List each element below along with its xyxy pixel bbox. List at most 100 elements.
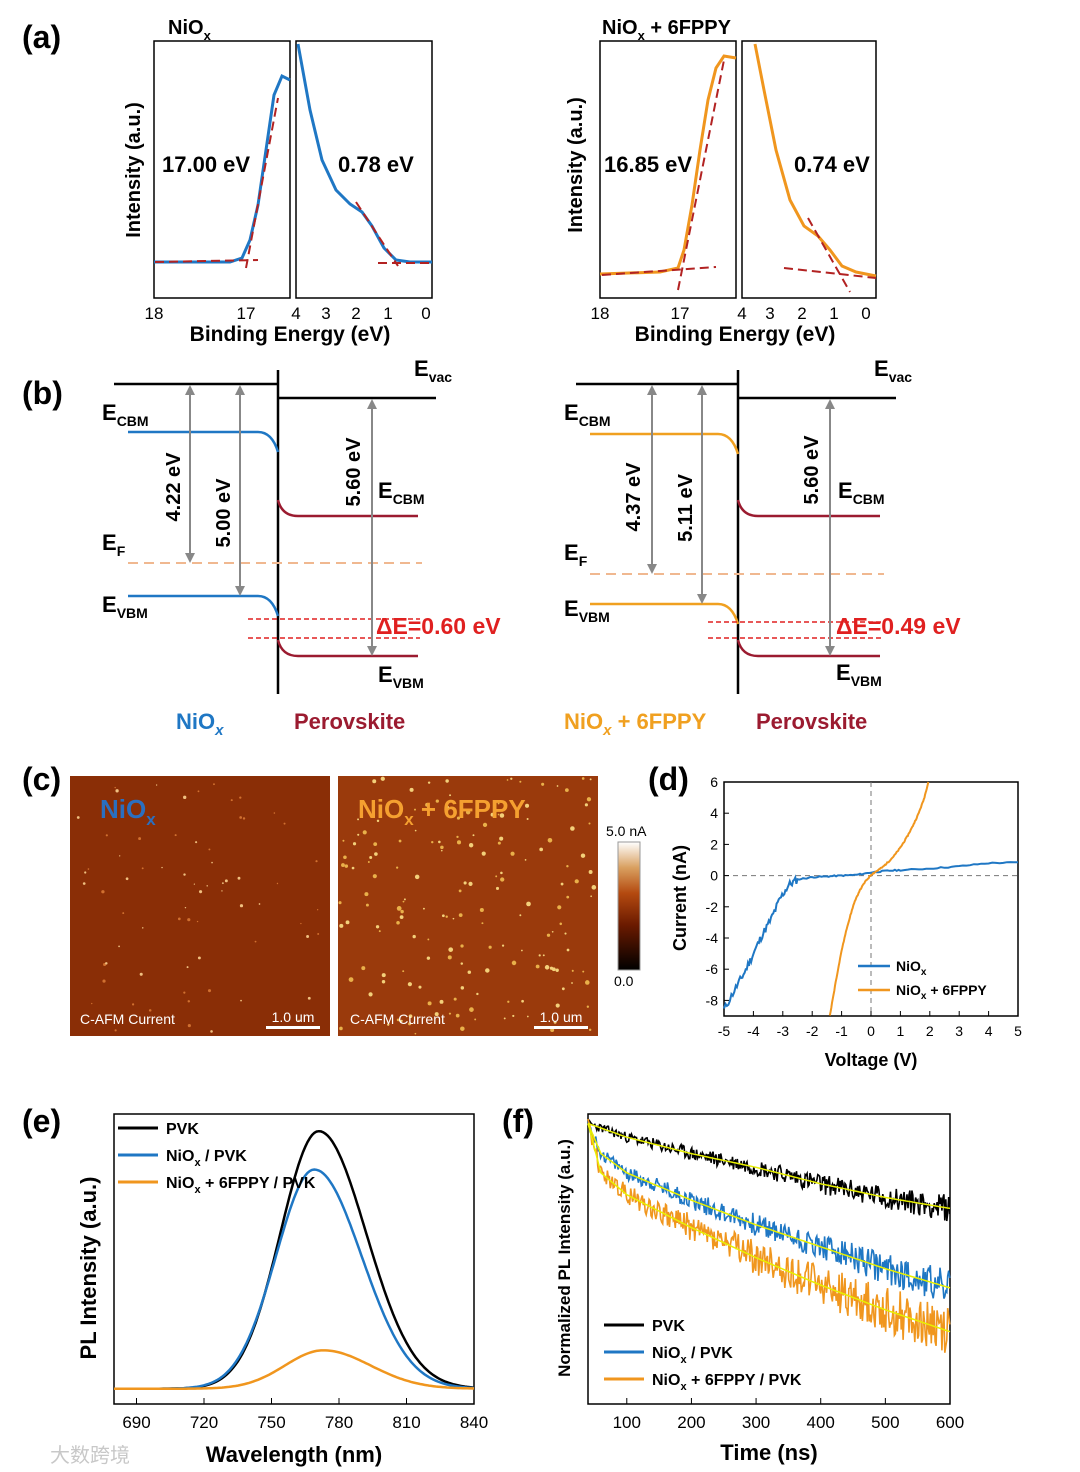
pl-xtick-label: 780 bbox=[325, 1413, 353, 1432]
cafm-niox-speckle bbox=[224, 879, 228, 883]
cafm-6fppy-speckle bbox=[357, 818, 360, 821]
cafm-6fppy-speckle bbox=[497, 841, 501, 845]
cafm-niox-speckle bbox=[195, 841, 198, 844]
cafm-6fppy-speckle bbox=[556, 785, 559, 787]
cafm-6fppy-speckle bbox=[441, 914, 445, 918]
gap2-label: 5.00 eV bbox=[213, 478, 235, 548]
cafm-6fppy-speckle bbox=[551, 930, 554, 933]
cafm-6fppy-speckle bbox=[453, 997, 457, 1001]
cafm-6fppy-speckle bbox=[566, 948, 570, 952]
cafm-6fppy-speckle bbox=[445, 915, 448, 918]
iv-ytick-label: -2 bbox=[706, 899, 719, 915]
cafm-6fppy-speckle bbox=[580, 853, 586, 858]
cafm-6fppy-speckle bbox=[427, 938, 430, 941]
cafm-6fppy-speckle bbox=[351, 866, 355, 870]
trpl-xtick-label: 500 bbox=[871, 1413, 899, 1432]
ups-left-tick-17: 17 bbox=[237, 304, 256, 323]
cafm-6fppy-speckle bbox=[372, 779, 377, 784]
ups-right-ylabel: Intensity (a.u.) bbox=[565, 97, 587, 233]
cafm-6fppy-speckle bbox=[402, 970, 405, 973]
trpl-chart: 100 200 300 400 500 600 Time (ns) Normalized … bbox=[555, 1113, 964, 1465]
cafm-6fppy-speckle bbox=[408, 1014, 413, 1018]
cafm-6fppy-speckle bbox=[338, 901, 342, 905]
cafm-6fppy-speckle bbox=[538, 954, 541, 957]
cafm-6fppy-speckle bbox=[469, 1007, 474, 1012]
cafm-6fppy-speckle bbox=[438, 840, 441, 844]
cafm-6fppy-speckle bbox=[408, 1022, 412, 1026]
cafm-niox-speckle bbox=[197, 790, 200, 793]
cafm-6fppy-speckle bbox=[396, 1018, 400, 1022]
cafm-6fppy-speckle bbox=[339, 1026, 343, 1031]
pl-xtick-label: 750 bbox=[257, 1413, 285, 1432]
cafm-niox-speckle bbox=[206, 885, 208, 887]
cafm-niox-speckle bbox=[131, 1003, 135, 1006]
6fppy-evbm-label: EVBM bbox=[564, 596, 610, 625]
pl-xtick-label: 720 bbox=[190, 1413, 218, 1432]
cafm-6fppy-speckle bbox=[378, 930, 381, 933]
pl-legend-label-pvk: PVK bbox=[166, 1121, 199, 1138]
iv-xtick-label: 0 bbox=[867, 1023, 875, 1039]
pl-xtick-label: 840 bbox=[460, 1413, 488, 1432]
cafm-niox-speckle bbox=[82, 882, 86, 885]
delta-e-label: ΔE=0.49 eV bbox=[836, 613, 961, 639]
cafm-6fppy-speckle bbox=[458, 889, 462, 893]
trpl-legend: PVK NiOx / PVK NiOx + 6FPPY / PVK bbox=[604, 1318, 802, 1393]
gap3-label: 5.60 eV bbox=[801, 435, 823, 505]
cafm-6fppy-speckle bbox=[495, 875, 498, 878]
pl-xtick-label: 690 bbox=[122, 1413, 150, 1432]
panel-b-left: 4.22 eV 5.00 eV 5.60 eV Evac ECBM ECBM E… bbox=[102, 356, 501, 739]
ups-right-onset-frame bbox=[741, 40, 877, 299]
perovskite-label: Perovskite bbox=[294, 709, 405, 734]
iv-xtick-label: 3 bbox=[955, 1023, 963, 1039]
watermark: 大数跨境 bbox=[50, 1444, 130, 1467]
cafm-6fppy-speckle bbox=[495, 886, 500, 890]
trpl-plot-frame bbox=[587, 1113, 951, 1405]
cafm-niox-speckle bbox=[315, 860, 318, 863]
pvk-evbm-label: EVBM bbox=[836, 660, 882, 689]
cafm-niox-speckle bbox=[240, 999, 242, 1002]
cafm-6fppy-speckle bbox=[362, 830, 367, 835]
cafm-niox-speckle bbox=[184, 906, 187, 909]
ups-left-onset-frame bbox=[295, 40, 433, 299]
panel-label-a: (a) bbox=[22, 19, 61, 55]
cafm-niox-speckle bbox=[141, 867, 144, 870]
cafm-6fppy-speckle bbox=[339, 923, 344, 928]
ups-left-tick-1: 1 bbox=[383, 304, 392, 323]
cafm-6fppy-speckle bbox=[586, 797, 592, 802]
cafm-6fppy-speckle bbox=[376, 819, 380, 823]
cafm-6fppy-speckle bbox=[526, 1015, 529, 1018]
cafm-6fppy-speckle bbox=[359, 813, 362, 816]
iv-xtick-label: -1 bbox=[835, 1023, 848, 1039]
cafm-6fppy-speckle bbox=[381, 980, 386, 984]
cafm-niox-speckle bbox=[230, 799, 233, 802]
cafm-6fppy-speckle bbox=[458, 913, 463, 917]
cafm-niox-speckle bbox=[91, 1002, 93, 1005]
cafm-niox-speckle bbox=[148, 1009, 152, 1012]
cafm-6fppy-speckle bbox=[555, 968, 559, 972]
cafm-6fppy-speckle bbox=[544, 965, 550, 970]
pl-series-6fppy bbox=[114, 1349, 475, 1390]
cafm-niox-speckle bbox=[298, 1019, 301, 1022]
ups-left-onset-value: 0.78 eV bbox=[338, 152, 414, 177]
cafm-6fppy-speckle bbox=[503, 1017, 506, 1020]
cafm-6fppy-speckle bbox=[448, 1012, 452, 1015]
cafm-niox-speckle bbox=[187, 1000, 191, 1003]
cafm-6fppy-speckle bbox=[414, 829, 417, 832]
cafm-6fppy-speckle bbox=[342, 839, 345, 842]
panel-label-f: (f) bbox=[502, 1103, 534, 1139]
cafm-6fppy-speckle bbox=[519, 780, 522, 783]
trpl-xtick-label: 600 bbox=[936, 1413, 964, 1432]
trpl-legend-label-niox: NiOx / PVK bbox=[652, 1345, 733, 1366]
cafm-6fppy-speckle bbox=[468, 881, 473, 886]
iv-xtick-label: 5 bbox=[1014, 1023, 1022, 1039]
iv-xtick-label: 4 bbox=[985, 1023, 993, 1039]
iv-xtick-label: -2 bbox=[806, 1023, 819, 1039]
cafm-6fppy-speckle bbox=[479, 907, 484, 912]
cafm-6fppy-speckle bbox=[584, 803, 588, 807]
cafm-6fppy-speckle bbox=[403, 898, 406, 901]
ups-right-tick-0: 0 bbox=[861, 304, 870, 323]
cafm-6fppy-speckle bbox=[585, 980, 590, 985]
cafm-6fppy-speckle bbox=[510, 851, 515, 856]
cafm-6fppy-speckle bbox=[445, 805, 450, 810]
cafm-6fppy-speckle bbox=[500, 871, 503, 875]
